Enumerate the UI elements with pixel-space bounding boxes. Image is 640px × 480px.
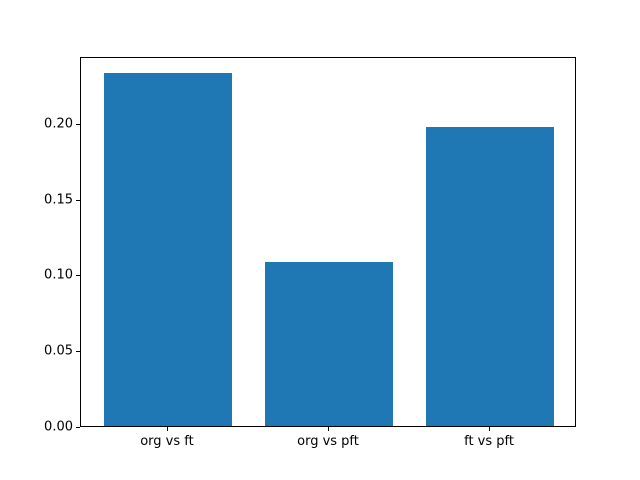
y-tick-mark xyxy=(76,427,80,428)
x-tick-label-ft-vs-pft: ft vs pft xyxy=(464,434,514,449)
plot-area xyxy=(80,57,576,427)
x-tick-mark xyxy=(489,427,491,431)
y-tick-label: 0.20 xyxy=(44,116,73,132)
y-tick-mark xyxy=(76,351,80,353)
y-tick-label: 0.15 xyxy=(44,192,73,208)
bar-org-vs-ft xyxy=(103,72,233,426)
y-tick-mark xyxy=(76,123,80,125)
y-tick-mark xyxy=(76,199,80,201)
x-tick-label-org-vs-ft: org vs ft xyxy=(140,434,194,449)
y-tick-label: 0.00 xyxy=(44,419,73,435)
bar-ft-vs-pft xyxy=(425,127,555,426)
y-tick-mark xyxy=(76,275,80,277)
x-tick-mark xyxy=(166,427,168,431)
y-tick-label: 0.10 xyxy=(44,267,73,283)
y-tick-label: 0.05 xyxy=(44,343,73,359)
x-tick-label-org-vs-pft: org vs pft xyxy=(297,434,359,449)
x-tick-mark xyxy=(328,427,329,431)
bar-org-vs-pft xyxy=(264,262,394,426)
